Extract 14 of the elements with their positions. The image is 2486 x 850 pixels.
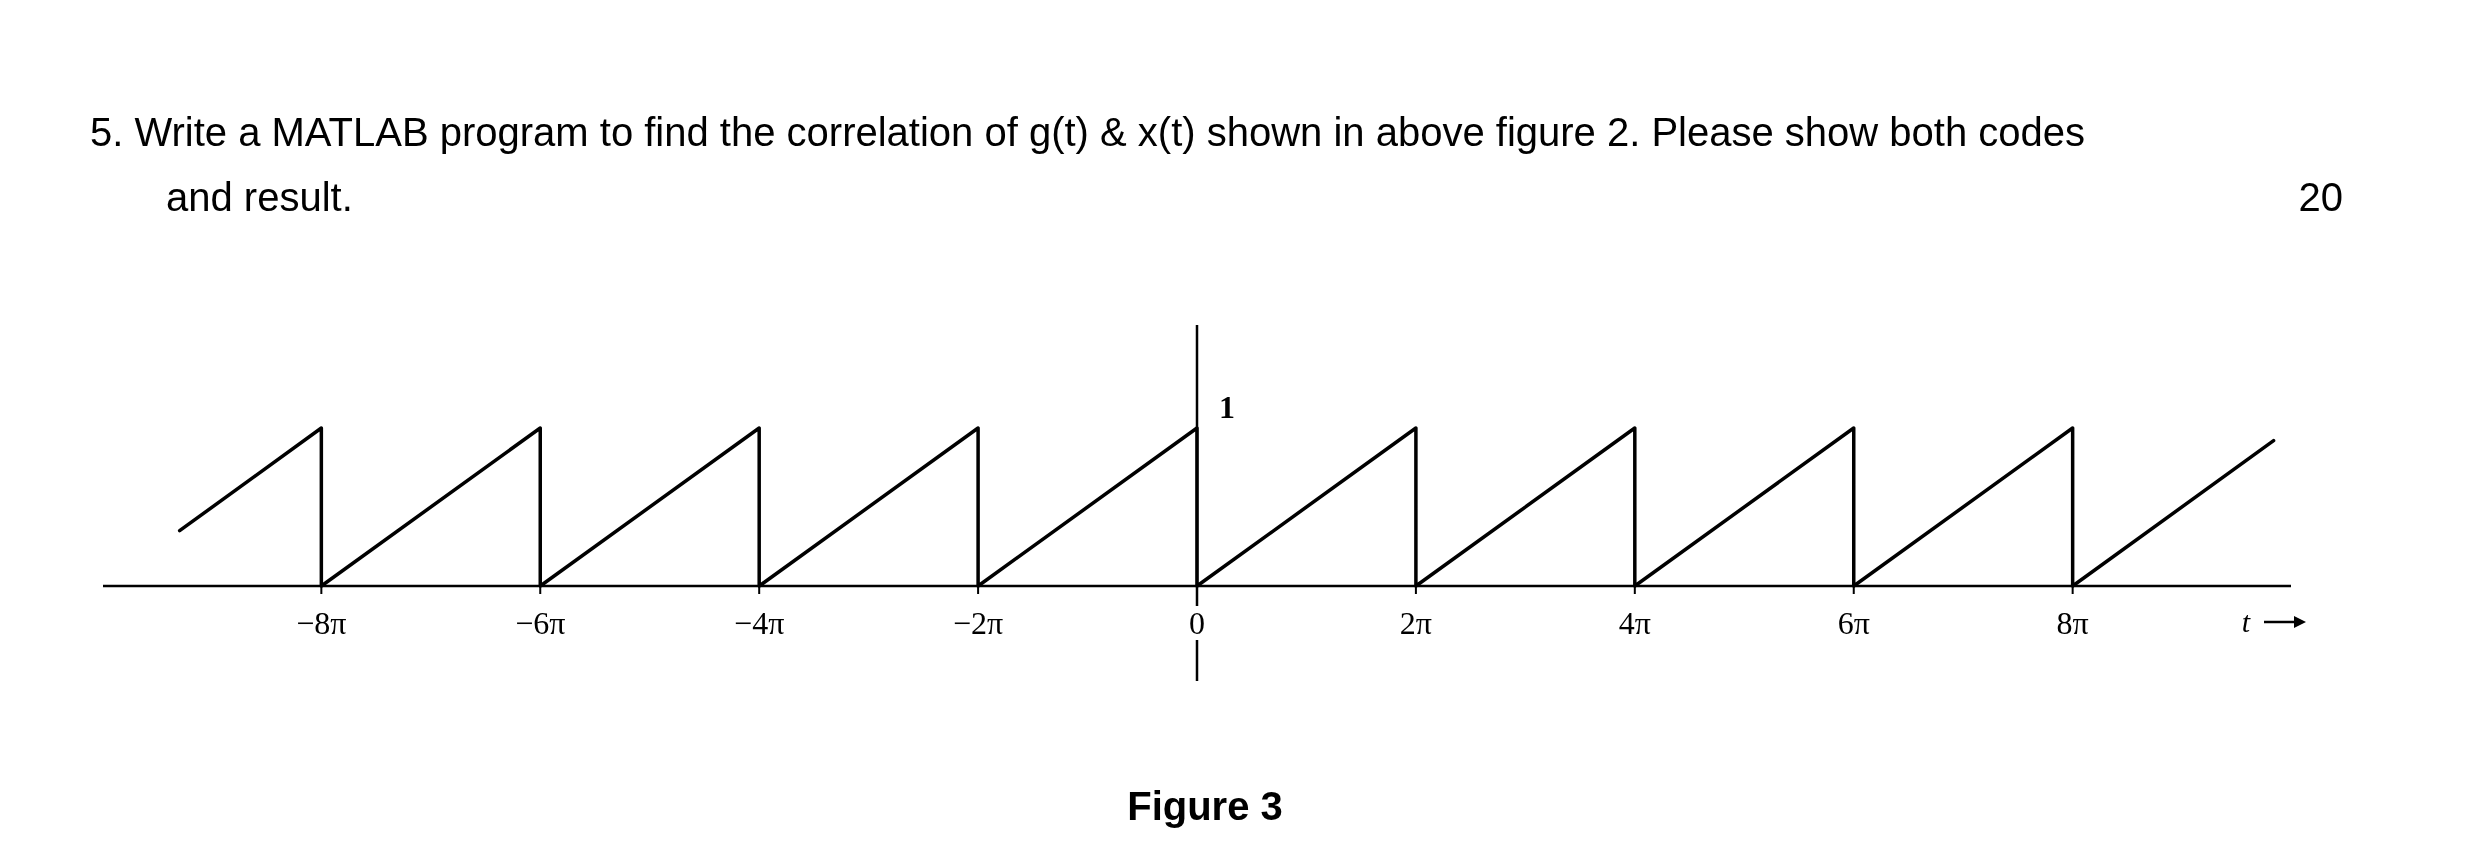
- x-tick-label: −8π: [296, 605, 347, 641]
- x-tick-label: 6π: [1837, 605, 1870, 641]
- x-tick-label: −6π: [515, 605, 566, 641]
- x-tick-label: 8π: [2056, 605, 2089, 641]
- text: 20: [2298, 175, 2343, 219]
- caption: Figure 3: [1127, 784, 1283, 828]
- x-tick-label: −2π: [952, 605, 1004, 641]
- x-tick-label: 2π: [1399, 605, 1432, 641]
- x-tick-label: −4π: [734, 605, 785, 641]
- chart-title: 5. Write a MATLAB program to find the correlation of g(t) & x(t) shown in above figure 2. Please show both codes and result.: [90, 110, 2086, 219]
- x-axis-title: t: [2241, 605, 2251, 638]
- x-tick-label: 4π: [1618, 605, 1651, 641]
- annotation: 1: [1219, 389, 1235, 425]
- x-tick-label: 0: [1189, 605, 1205, 641]
